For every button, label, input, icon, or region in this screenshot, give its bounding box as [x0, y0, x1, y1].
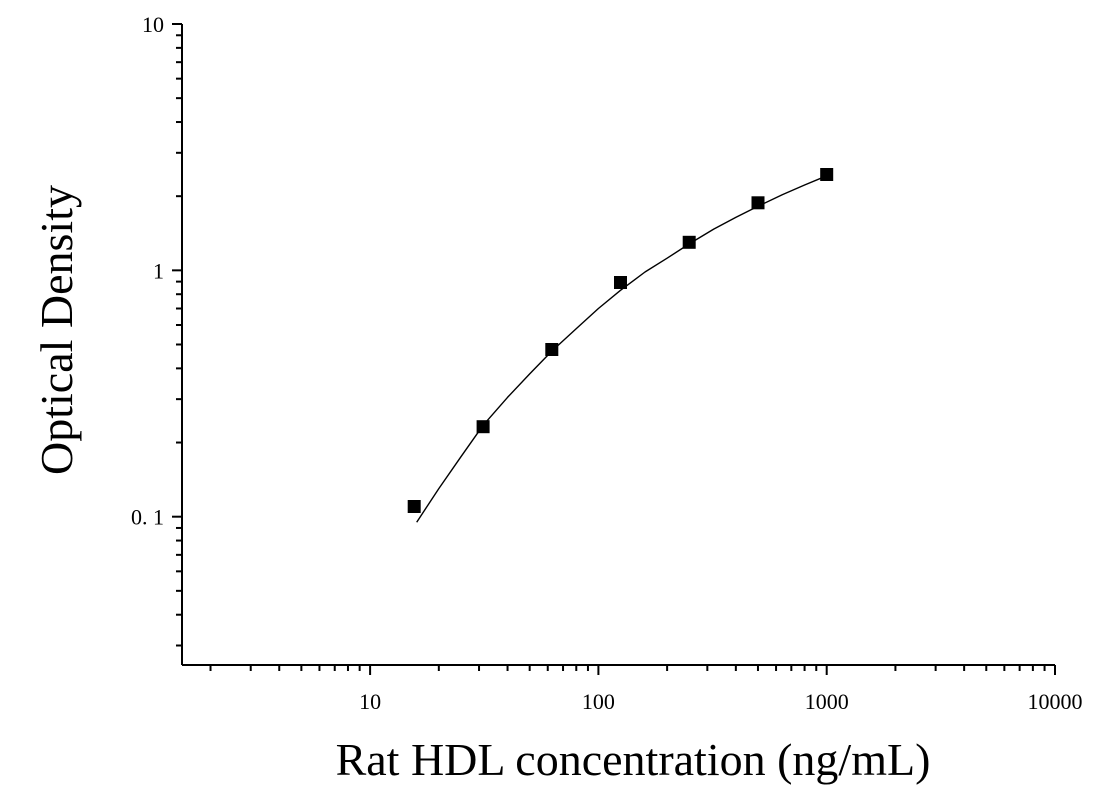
y-tick-label: 1	[153, 258, 164, 283]
data-point	[751, 196, 765, 210]
x-tick-label: 10000	[1028, 689, 1083, 714]
plot-area: 10 100 1000 10000 0. 1 1 10	[131, 12, 1083, 714]
fit-curve	[416, 175, 827, 523]
data-point	[682, 235, 696, 249]
data-point	[476, 420, 490, 434]
y-tick-label: 0. 1	[131, 505, 164, 530]
x-tick-label: 1000	[805, 689, 849, 714]
x-tick-label: 10	[359, 689, 381, 714]
data-point	[407, 500, 421, 513]
data-point	[820, 168, 834, 181]
x-axis-title: Rat HDL concentration (ng/mL)	[336, 734, 931, 785]
y-tick-label: 10	[142, 12, 164, 37]
data-point	[545, 343, 559, 356]
y-axis-title: Optical Density	[31, 185, 82, 475]
x-tick-label: 100	[582, 689, 615, 714]
data-point	[614, 276, 627, 289]
